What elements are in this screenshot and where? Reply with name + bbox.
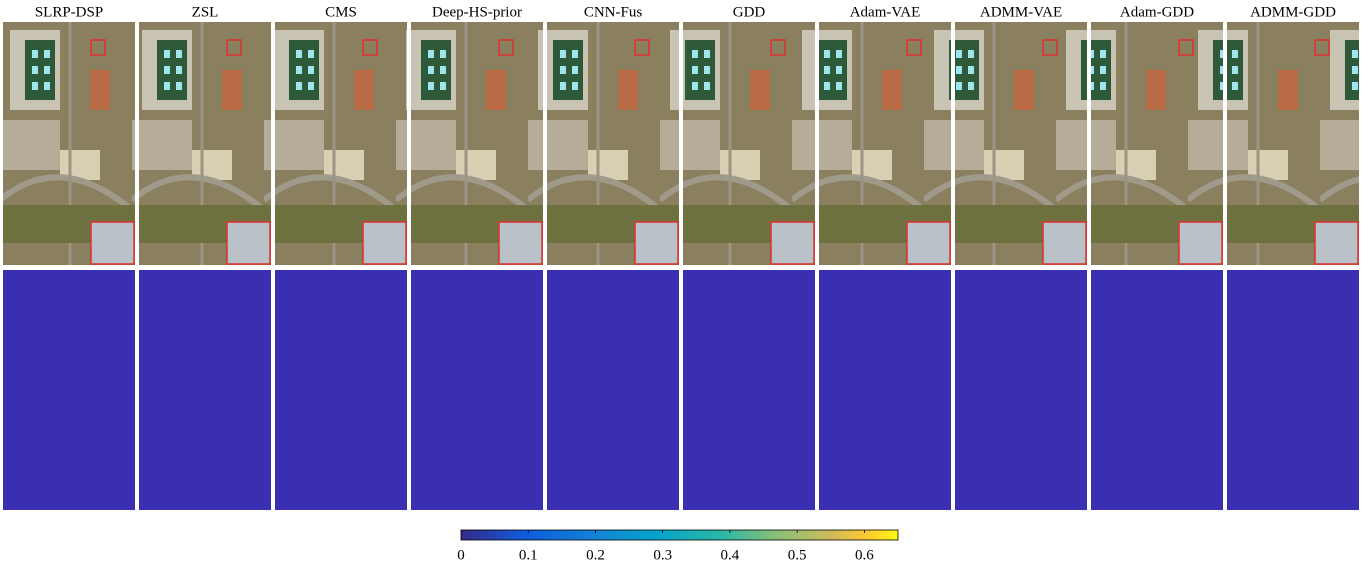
colorbar-tick-label: 0	[457, 547, 465, 563]
zoom-inset	[1043, 222, 1086, 264]
method-title: Adam-GDD	[1120, 4, 1194, 20]
zoom-inset	[1179, 222, 1222, 264]
colorbar-tick-label: 0.6	[855, 547, 874, 563]
figure: SLRP-DSP ZSL CMS Deep-HS-prior CNN-Fus GDD Ada…	[0, 0, 1369, 572]
error-map	[275, 270, 407, 510]
colorbar-tick-label: 0.2	[586, 547, 605, 563]
error-map	[547, 270, 679, 510]
method-title: Deep-HS-prior	[432, 4, 522, 20]
method-title: ADMM-VAE	[980, 4, 1062, 20]
method-title: SLRP-DSP	[35, 4, 103, 20]
method-title: CNN-Fus	[584, 4, 643, 20]
method-title: ADMM-GDD	[1250, 4, 1336, 20]
error-map	[1091, 270, 1223, 510]
colorbar	[461, 530, 898, 540]
method-title: ZSL	[192, 4, 219, 20]
method-title: Adam-VAE	[850, 4, 921, 20]
method-title: CMS	[325, 4, 357, 20]
zoom-inset	[91, 222, 134, 264]
method-title: GDD	[733, 4, 766, 20]
zoom-inset	[771, 222, 814, 264]
error-map	[411, 270, 543, 510]
error-map	[955, 270, 1087, 510]
zoom-inset	[499, 222, 542, 264]
error-map	[3, 270, 135, 510]
error-map	[683, 270, 815, 510]
zoom-inset	[907, 222, 950, 264]
colorbar-tick-label: 0.4	[721, 547, 740, 563]
zoom-inset	[227, 222, 270, 264]
colorbar-tick-label: 0.1	[519, 547, 538, 563]
error-map	[139, 270, 271, 510]
zoom-inset	[363, 222, 406, 264]
zoom-inset	[1315, 222, 1358, 264]
colorbar-tick-label: 0.5	[788, 547, 807, 563]
colorbar-tick-label: 0.3	[653, 547, 672, 563]
zoom-inset	[635, 222, 678, 264]
error-map	[1227, 270, 1359, 510]
error-map	[819, 270, 951, 510]
